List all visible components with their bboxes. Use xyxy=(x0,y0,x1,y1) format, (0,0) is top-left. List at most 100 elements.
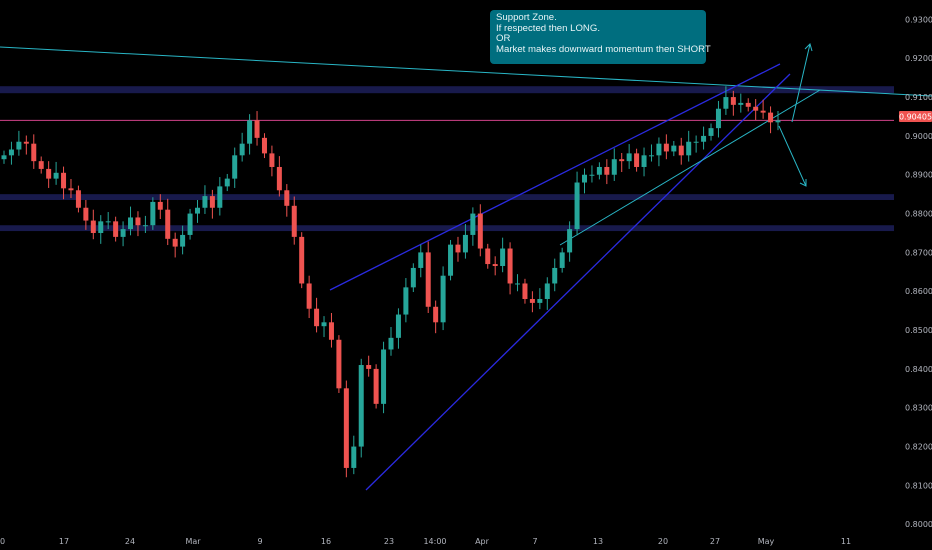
candle-body xyxy=(395,314,401,338)
current-price-text: 0.90405 xyxy=(899,113,932,122)
zone-band xyxy=(0,194,894,200)
candle-body xyxy=(358,365,364,447)
candle-body xyxy=(723,97,729,109)
candle-body xyxy=(261,137,267,154)
time-tick: Mar xyxy=(185,537,201,546)
candle-body xyxy=(753,106,759,111)
annotation-line-1: Support Zone. xyxy=(496,12,557,23)
current-price-badge xyxy=(899,111,932,122)
candle-body xyxy=(470,213,476,235)
candle-body xyxy=(582,174,587,183)
candle-body xyxy=(448,244,454,276)
time-tick: May xyxy=(758,537,775,546)
candle-body xyxy=(75,190,81,208)
candle-body xyxy=(351,446,357,468)
lower-wedge-trendline xyxy=(365,73,791,491)
candle-body xyxy=(440,275,446,323)
trendlines xyxy=(0,46,932,491)
candle-body xyxy=(715,108,721,129)
candle-body xyxy=(433,306,439,323)
candle-body xyxy=(314,308,320,327)
candle-body xyxy=(202,196,208,208)
candle-body xyxy=(284,190,290,206)
candle-body xyxy=(239,143,245,156)
candle-body xyxy=(328,322,334,340)
candle-body xyxy=(31,143,37,162)
inner-support-trendline xyxy=(559,89,821,246)
candle-body xyxy=(224,178,230,187)
candle-body xyxy=(269,153,275,167)
annotation-callout[interactable]: Support Zone. If respected then LONG. OR… xyxy=(490,10,711,64)
time-tick: 20 xyxy=(658,537,668,546)
candle-body xyxy=(671,145,677,152)
time-tick: 14:00 xyxy=(423,537,446,546)
candle-body xyxy=(537,299,543,303)
candle-body xyxy=(23,141,29,144)
candle-body xyxy=(678,145,684,156)
candle-body xyxy=(83,207,89,221)
upper-wedge-trendline xyxy=(329,63,781,291)
candles xyxy=(1,86,781,478)
candle-body xyxy=(701,135,707,142)
candle-body xyxy=(515,283,521,285)
candle-body xyxy=(745,102,751,107)
candle-body xyxy=(247,120,253,144)
candle-body xyxy=(775,120,781,123)
candle-body xyxy=(135,217,141,226)
candle-body xyxy=(142,225,148,227)
candle-body xyxy=(381,349,387,404)
candle-body xyxy=(656,143,662,156)
annotation-line-4: Market makes downward momentum then SHOR… xyxy=(496,43,711,55)
candle-body xyxy=(410,267,416,288)
candle-body xyxy=(276,166,282,191)
candle-body xyxy=(425,252,431,307)
candle-body xyxy=(477,213,483,249)
zone-band xyxy=(0,225,894,232)
time-tick: 24 xyxy=(125,537,135,546)
candle-body xyxy=(485,248,491,265)
candle-body xyxy=(544,283,550,300)
long-projection-arrow xyxy=(791,43,811,123)
candle-body xyxy=(619,159,625,162)
candle-body xyxy=(500,248,506,266)
time-tick: 0 xyxy=(0,537,5,546)
candle-body xyxy=(38,161,44,169)
candle-body xyxy=(195,207,200,214)
candle-body xyxy=(291,205,297,237)
candle-body xyxy=(209,196,215,208)
candle-body xyxy=(165,209,171,239)
candle-body xyxy=(589,174,595,176)
candle-body xyxy=(626,153,632,162)
candle-body xyxy=(68,188,74,191)
candle-body xyxy=(232,155,238,179)
candle-body xyxy=(150,201,156,226)
short-arrow-head xyxy=(799,179,807,187)
candle-body xyxy=(768,112,774,123)
short-projection-arrow xyxy=(778,125,807,187)
candle-body xyxy=(343,388,349,468)
time-tick: 13 xyxy=(593,537,603,546)
candle-body xyxy=(611,159,617,175)
candle-body xyxy=(113,221,119,237)
time-axis[interactable]: 0 17 24 Mar 9 16 23 14:00 Apr 7 13 20 27 May 11 xyxy=(0,537,851,546)
candle-body xyxy=(172,238,178,247)
candle-body xyxy=(217,186,223,208)
candle-body xyxy=(693,141,699,143)
annotation-line-2: If respected then LONG. xyxy=(496,22,600,34)
time-tick: 16 xyxy=(321,537,331,546)
candle-body xyxy=(641,155,647,167)
candle-body xyxy=(61,172,67,189)
candle-body xyxy=(373,368,379,404)
